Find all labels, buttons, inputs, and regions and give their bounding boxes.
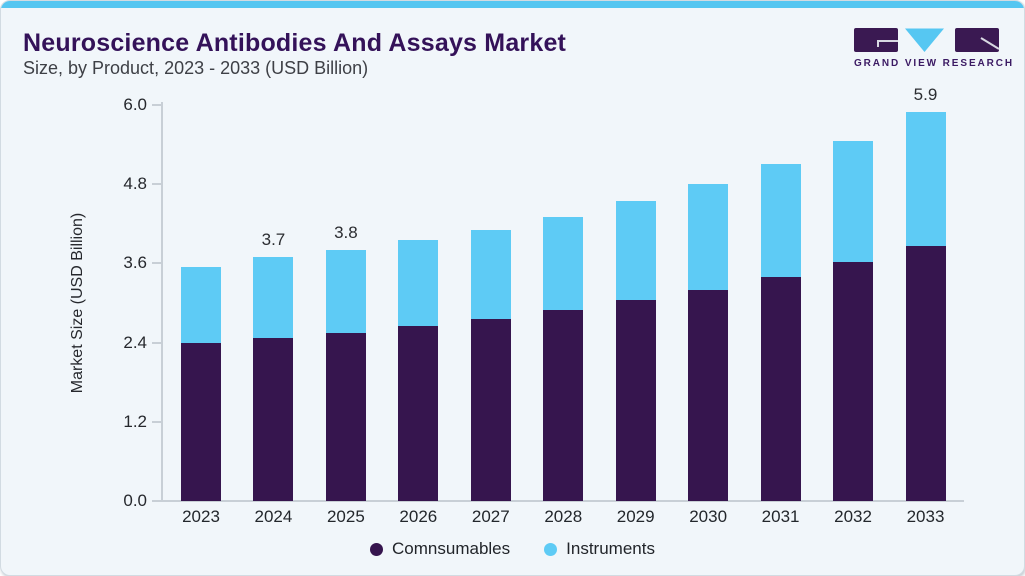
bar-segment-comnsumables-2028 xyxy=(543,310,584,501)
bar-segment-instruments-2026 xyxy=(398,240,439,327)
page-title: Neuroscience Antibodies And Assays Marke… xyxy=(23,29,567,57)
bar-segment-instruments-2025 xyxy=(325,250,366,333)
bar-segment-comnsumables-2026 xyxy=(398,326,439,501)
x-tick-label-2023: 2023 xyxy=(182,507,220,526)
legend: Comnsumables Instruments xyxy=(1,539,1024,559)
y-tick xyxy=(152,183,162,186)
bar-segment-instruments-2031 xyxy=(760,164,801,277)
y-axis-line xyxy=(161,102,163,502)
bar-value-label-2024: 3.7 xyxy=(261,229,286,249)
legend-label: Comnsumables xyxy=(392,539,511,558)
bar-segment-comnsumables-2032 xyxy=(833,262,874,501)
bar-segment-instruments-2032 xyxy=(833,141,874,263)
bar-segment-instruments-2029 xyxy=(615,200,656,301)
x-axis-line xyxy=(152,500,964,502)
legend-item-comnsumables: Comnsumables xyxy=(370,539,510,559)
bar-segment-instruments-2033 xyxy=(905,111,946,246)
legend-label: Instruments xyxy=(566,539,655,558)
legend-item-instruments: Instruments xyxy=(544,539,655,559)
y-tick-label: 4.8 xyxy=(123,174,147,194)
bar-segment-instruments-2023 xyxy=(181,266,221,343)
x-tick-label-2031: 2031 xyxy=(761,507,800,526)
bar-segment-comnsumables-2027 xyxy=(470,318,511,501)
x-tick-label-2029: 2029 xyxy=(616,507,655,526)
bar-value-label-2033: 5.9 xyxy=(913,84,938,104)
gvr-logo-text: GRAND VIEW RESEARCH xyxy=(854,58,1014,69)
bar-segment-comnsumables-2033 xyxy=(905,245,946,501)
bar-value-label-2025: 3.8 xyxy=(334,223,358,243)
x-tick-label-2026: 2026 xyxy=(399,507,438,526)
y-tick xyxy=(152,104,162,106)
bar-segment-comnsumables-2029 xyxy=(615,300,656,501)
y-tick-label: 0.0 xyxy=(123,491,147,510)
y-tick-label: 3.6 xyxy=(123,253,147,273)
x-tick-label-2032: 2032 xyxy=(834,507,872,526)
x-tick-label-2024: 2024 xyxy=(254,507,293,526)
x-tick-label-2030: 2030 xyxy=(689,507,728,526)
legend-swatch-comnsumables xyxy=(370,542,384,556)
bar-segment-instruments-2030 xyxy=(688,184,729,290)
gvr-logo-icon xyxy=(854,28,1000,52)
top-accent-bar xyxy=(1,1,1024,8)
y-axis-title: Market Size (USD Billion) xyxy=(69,212,86,394)
y-tick xyxy=(152,420,162,423)
y-tick xyxy=(152,262,162,265)
y-tick-label: 2.4 xyxy=(123,332,147,352)
bar-segment-comnsumables-2024 xyxy=(253,337,294,501)
bar-segment-comnsumables-2025 xyxy=(325,332,366,501)
bar-segment-comnsumables-2031 xyxy=(760,276,801,501)
x-tick-label-2033: 2033 xyxy=(906,507,945,526)
bar-segment-instruments-2024 xyxy=(253,256,294,338)
bar-segment-comnsumables-2023 xyxy=(181,342,221,501)
bar-segment-instruments-2027 xyxy=(470,230,511,319)
y-tick-label: 1.2 xyxy=(123,411,147,431)
y-tick xyxy=(152,341,162,344)
x-tick-label-2027: 2027 xyxy=(471,507,510,526)
legend-swatch-instruments xyxy=(544,542,558,556)
bar-segment-comnsumables-2030 xyxy=(688,289,729,501)
chart-subtitle: Size, by Product, 2023 - 2033 (USD Billi… xyxy=(23,58,369,78)
x-tick-label-2025: 2025 xyxy=(326,507,365,526)
gvr-logo: GRAND VIEW RESEARCH xyxy=(854,28,1014,69)
x-tick-label-2028: 2028 xyxy=(544,507,583,526)
bar-segment-instruments-2028 xyxy=(543,217,584,311)
y-tick-label: 6.0 xyxy=(123,95,147,114)
